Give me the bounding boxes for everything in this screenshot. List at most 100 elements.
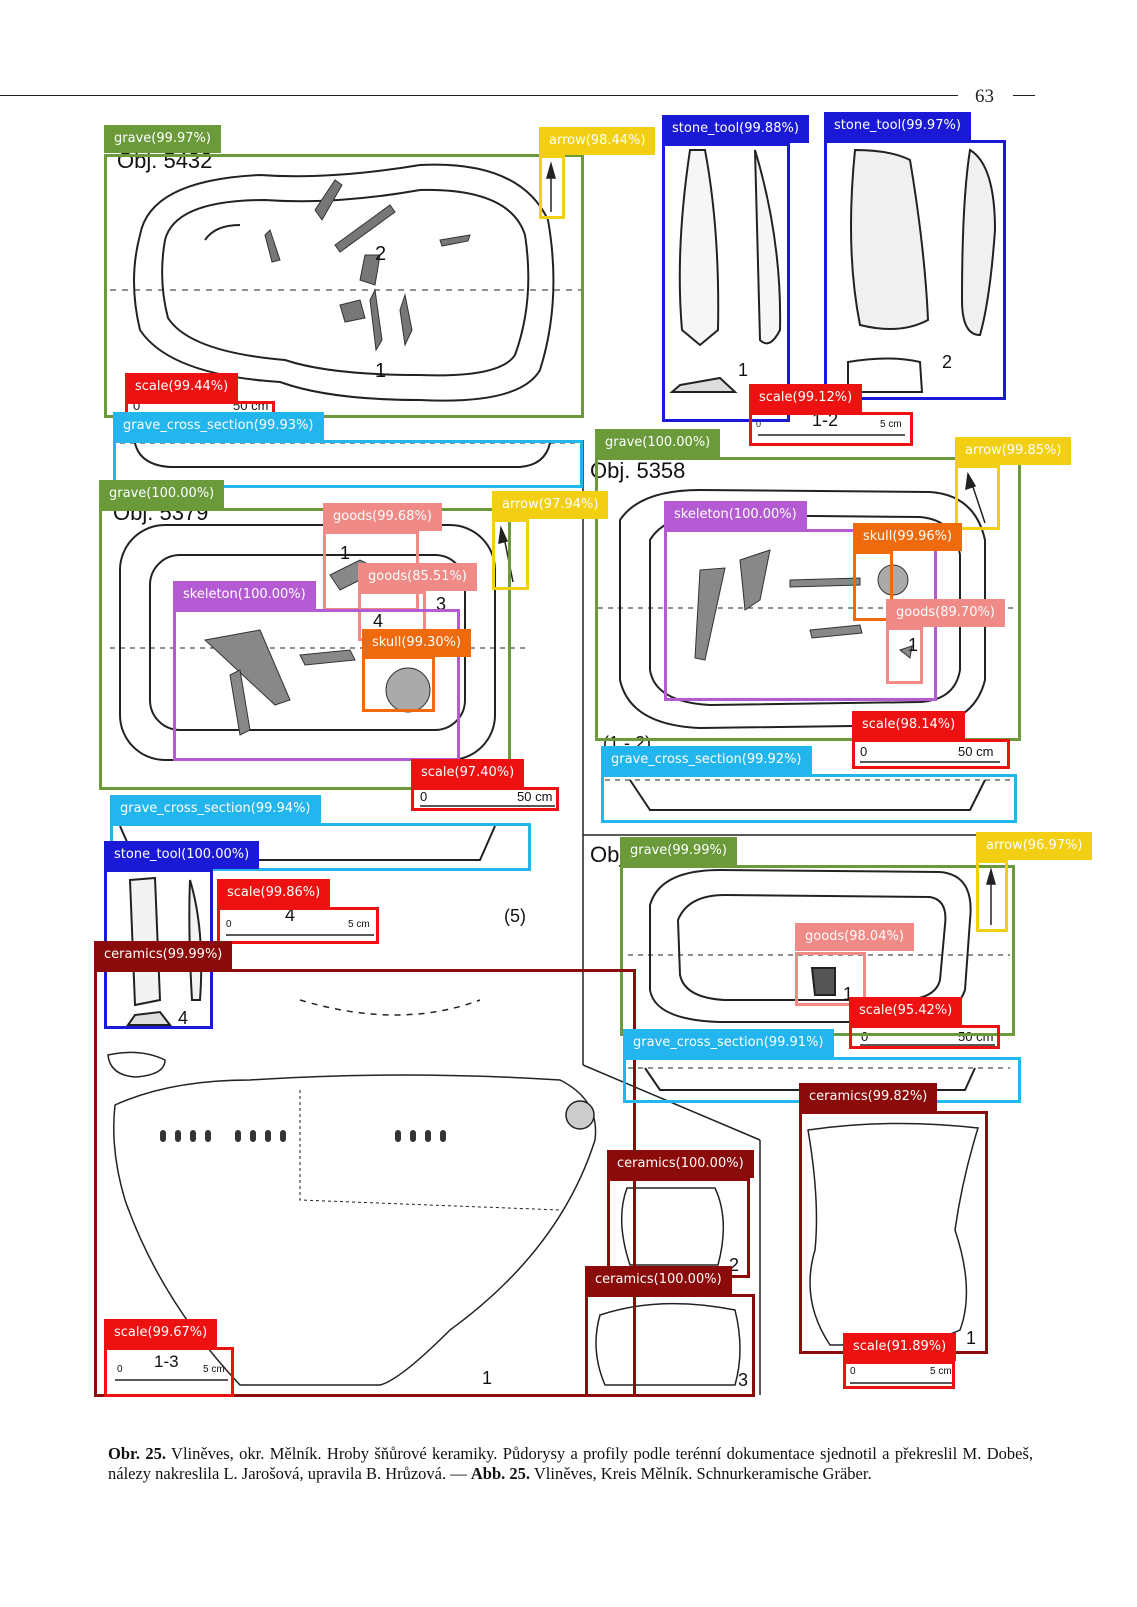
- find-number: 1: [340, 543, 351, 563]
- scale-detection-tag: scale(97.40%): [411, 759, 525, 787]
- scale-zero: 0: [850, 1366, 856, 1377]
- goods-detection-tag: goods(99.68%): [323, 503, 442, 531]
- grave-detection-tag: grave(100.00%): [99, 480, 225, 508]
- find-number: (5): [504, 906, 526, 926]
- page-number: 63: [975, 86, 994, 107]
- find-number: 4: [285, 905, 296, 925]
- stone-tool-detection-tag: stone_tool(99.97%): [824, 112, 971, 140]
- north-arrows: [498, 161, 996, 925]
- cross-section-detection-tag: grave_cross_section(99.91%): [623, 1029, 834, 1057]
- find-number: 3: [738, 1370, 749, 1390]
- scale-detection-box: [411, 787, 559, 811]
- arrow-detection-tag: arrow(96.97%): [976, 832, 1093, 860]
- scale-detection-box: [843, 1361, 955, 1389]
- grave-detection-tag: grave(100.00%): [595, 429, 721, 457]
- ceramics-detection-tag: ceramics(99.82%): [799, 1083, 938, 1111]
- goods-detection-box: [886, 627, 923, 684]
- grave-detection-box: [104, 154, 584, 418]
- ceramics-detection-box: [607, 1178, 750, 1278]
- scale-5cm: 5 cm: [348, 919, 370, 930]
- arrow-detection-box: [539, 155, 565, 219]
- skeleton-detection-tag: skeleton(100.00%): [173, 581, 316, 609]
- scale-5cm: 5 cm: [203, 1364, 225, 1375]
- header-rule-right: [1013, 95, 1035, 96]
- ceramics-detection-box: [94, 969, 636, 1397]
- cross-section-5432: [134, 442, 551, 468]
- stone-tool-detection-box: [662, 143, 790, 422]
- find-number: 2: [942, 352, 953, 372]
- ceramics-detection-box: [585, 1294, 755, 1397]
- skeleton-detection-box: [173, 609, 460, 761]
- scale-detection-box: [852, 739, 1010, 769]
- vessel-3-drawing: [595, 1302, 741, 1386]
- ceramics-detection-tag: ceramics(100.00%): [607, 1150, 754, 1178]
- cross-section-detection-tag: grave_cross_section(99.93%): [113, 412, 324, 440]
- skull-detection-box: [362, 656, 435, 712]
- scale-detection-tag: scale(99.44%): [125, 373, 239, 401]
- scale-detection-box: [749, 412, 913, 446]
- obj-label-5358: Obj. 5358: [590, 458, 686, 483]
- scale-zero: 0: [133, 398, 141, 413]
- scale-50cm: 50 cm: [517, 789, 553, 804]
- find-number: 4: [373, 611, 384, 631]
- scale-detection-tag: scale(95.42%): [849, 997, 963, 1025]
- scale-zero: 0: [420, 789, 428, 804]
- scale-detection-tag: scale(99.12%): [749, 384, 863, 412]
- scale-50cm: 50 cm: [958, 744, 994, 759]
- scale-zero: 0: [117, 1364, 123, 1375]
- goods-detection-tag: goods(89.70%): [886, 599, 1005, 627]
- cross-section-5358: [629, 779, 986, 811]
- skull-detection-box: [853, 551, 893, 621]
- scale-detection-tag: scale(91.89%): [843, 1333, 957, 1361]
- grave-plan-lower: [628, 868, 1010, 1023]
- find-number: 1: [482, 1368, 493, 1388]
- scale-detection-tag: scale(99.86%): [217, 879, 331, 907]
- header-rule: [0, 95, 958, 96]
- find-number: 1: [966, 1328, 977, 1348]
- caption-de-abbr: Abb. 25.: [470, 1464, 531, 1483]
- grave-detection-tag: grave(99.99%): [620, 837, 737, 865]
- scale-detection-box: [217, 907, 379, 944]
- grave-plan-5358: [598, 488, 1015, 730]
- find-number: 3: [436, 594, 447, 614]
- scale-zero: 0: [861, 1029, 869, 1044]
- arrow-detection-box: [955, 465, 1000, 530]
- stone-tool-drawings: [669, 148, 997, 393]
- scale-5cm: 5 cm: [930, 1366, 952, 1377]
- find-number: 1: [738, 360, 749, 380]
- find-number: 1: [375, 360, 387, 382]
- scale-zero: 0: [226, 919, 232, 930]
- cross-section-detection-tag: grave_cross_section(99.94%): [110, 795, 321, 823]
- cross-section-detection-box: [113, 440, 583, 488]
- obj-label-partial: Obj: [590, 842, 625, 867]
- stone-tool-detection-tag: stone_tool(99.88%): [662, 115, 809, 143]
- goods-detection-tag: goods(98.04%): [795, 923, 914, 951]
- skull-detection-tag: skull(99.96%): [853, 523, 963, 551]
- grave-detection-box: [99, 508, 511, 790]
- grave-detection-tag: grave(99.97%): [104, 125, 221, 153]
- ceramics-detection-box: [799, 1111, 988, 1354]
- ceramics-detection-tag: ceramics(99.99%): [94, 941, 233, 969]
- beaker-drawing: [807, 1122, 979, 1346]
- scale-5cm: 5 cm: [880, 419, 902, 430]
- stone-tool-detection-box: [824, 140, 1006, 400]
- cross-section-detection-tag: grave_cross_section(99.92%): [601, 746, 812, 774]
- arrow-detection-box: [492, 519, 529, 590]
- scale-text: 1-2: [812, 410, 839, 430]
- find-number: 1: [843, 984, 854, 1004]
- find-number: 2: [375, 243, 387, 265]
- cross-section-detection-box: [601, 774, 1017, 823]
- scale-text: 1-3: [154, 1352, 179, 1371]
- ceramics-detection-tag: ceramics(100.00%): [585, 1266, 732, 1294]
- caption-cz-abbr: Obr. 25.: [108, 1444, 166, 1463]
- skeleton-detection-tag: skeleton(100.00%): [664, 501, 807, 529]
- arrow-detection-tag: arrow(99.85%): [955, 437, 1072, 465]
- vessel-2-drawing: [620, 1187, 725, 1266]
- scale-detection-box: [104, 1347, 234, 1397]
- caption-de-text: Vliněves, Kreis Mělník. Schnurkeramische…: [530, 1464, 872, 1483]
- scale-50cm: 50 cm: [958, 1029, 994, 1044]
- find-number: 2: [729, 1255, 740, 1275]
- find-number: 1: [908, 635, 919, 655]
- goods-detection-tag: goods(85.51%): [358, 563, 477, 591]
- scale-zero: 0: [756, 419, 762, 429]
